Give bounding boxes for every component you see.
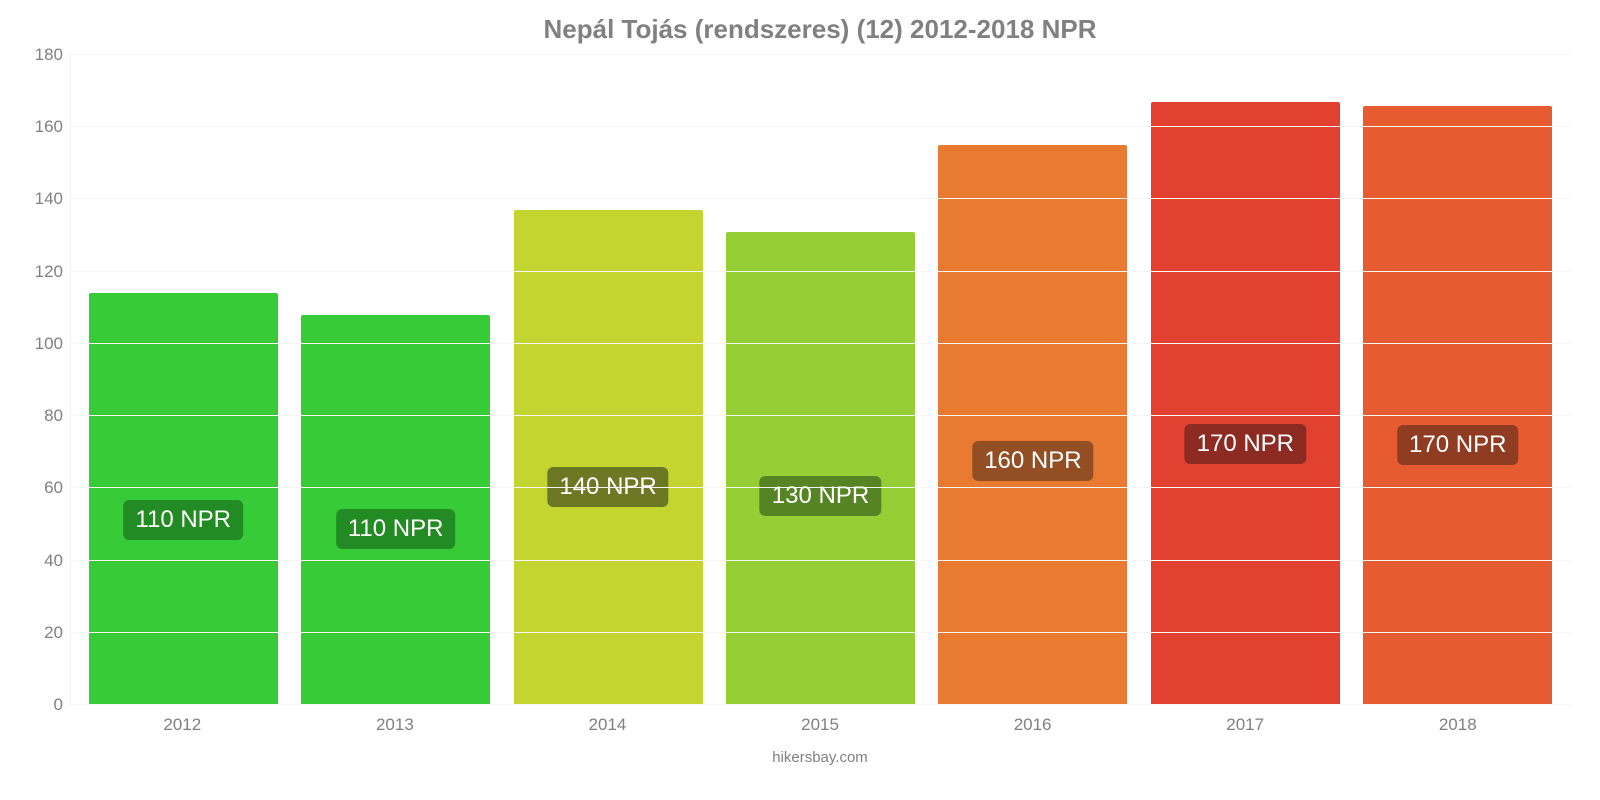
y-tick-label: 20 xyxy=(21,623,63,643)
attribution-text: hikersbay.com xyxy=(70,749,1570,766)
bar-slot: 170 NPR xyxy=(1139,55,1351,705)
bar: 110 NPR xyxy=(89,293,278,705)
bar-value-label: 170 NPR xyxy=(1185,424,1306,464)
bar-slot: 160 NPR xyxy=(927,55,1139,705)
bar-slot: 140 NPR xyxy=(502,55,714,705)
y-tick-label: 120 xyxy=(21,262,63,282)
grid-line xyxy=(71,487,1570,488)
bars-row: 110 NPR 110 NPR 140 NPR 130 NPR 160 NPR 170 N… xyxy=(71,55,1570,705)
bar-value-label: 110 NPR xyxy=(123,500,243,540)
y-tick-label: 140 xyxy=(21,189,63,209)
x-tick-label: 2018 xyxy=(1351,715,1564,735)
grid-line xyxy=(71,271,1570,272)
grid-line xyxy=(71,343,1570,344)
x-tick-label: 2012 xyxy=(76,715,289,735)
bar-value-label: 110 NPR xyxy=(336,509,456,549)
grid-line xyxy=(71,704,1570,705)
grid-line xyxy=(71,54,1570,55)
x-tick-label: 2017 xyxy=(1139,715,1352,735)
chart-container: Nepál Tojás (rendszeres) (12) 2012-2018 … xyxy=(0,0,1600,800)
bar: 170 NPR xyxy=(1151,102,1340,705)
grid-line xyxy=(71,415,1570,416)
bar-value-label: 160 NPR xyxy=(972,441,1093,481)
y-tick-label: 40 xyxy=(21,551,63,571)
y-tick-label: 180 xyxy=(21,45,63,65)
x-axis: 2012201320142015201620172018 xyxy=(70,715,1570,735)
bar-slot: 110 NPR xyxy=(289,55,501,705)
x-tick-label: 2016 xyxy=(926,715,1139,735)
y-tick-label: 160 xyxy=(21,117,63,137)
bar: 140 NPR xyxy=(514,210,703,705)
bar: 160 NPR xyxy=(938,145,1127,705)
grid-line xyxy=(71,126,1570,127)
x-tick-label: 2013 xyxy=(289,715,502,735)
x-tick-label: 2015 xyxy=(714,715,927,735)
grid-line xyxy=(71,198,1570,199)
y-tick-label: 0 xyxy=(21,695,63,715)
bar: 170 NPR xyxy=(1363,106,1552,705)
bar: 110 NPR xyxy=(301,315,490,705)
bar-value-label: 130 NPR xyxy=(760,476,881,516)
y-tick-label: 60 xyxy=(21,478,63,498)
y-tick-label: 80 xyxy=(21,406,63,426)
chart-title: Nepál Tojás (rendszeres) (12) 2012-2018 … xyxy=(70,14,1570,45)
plot-area: 110 NPR 110 NPR 140 NPR 130 NPR 160 NPR 170 N… xyxy=(70,55,1570,705)
grid-line xyxy=(71,632,1570,633)
grid-line xyxy=(71,560,1570,561)
y-tick-label: 100 xyxy=(21,334,63,354)
bar-value-label: 170 NPR xyxy=(1397,425,1518,465)
x-tick-label: 2014 xyxy=(501,715,714,735)
bar: 130 NPR xyxy=(726,232,915,705)
bar-slot: 110 NPR xyxy=(77,55,289,705)
bar-slot: 170 NPR xyxy=(1352,55,1564,705)
bar-slot: 130 NPR xyxy=(714,55,926,705)
